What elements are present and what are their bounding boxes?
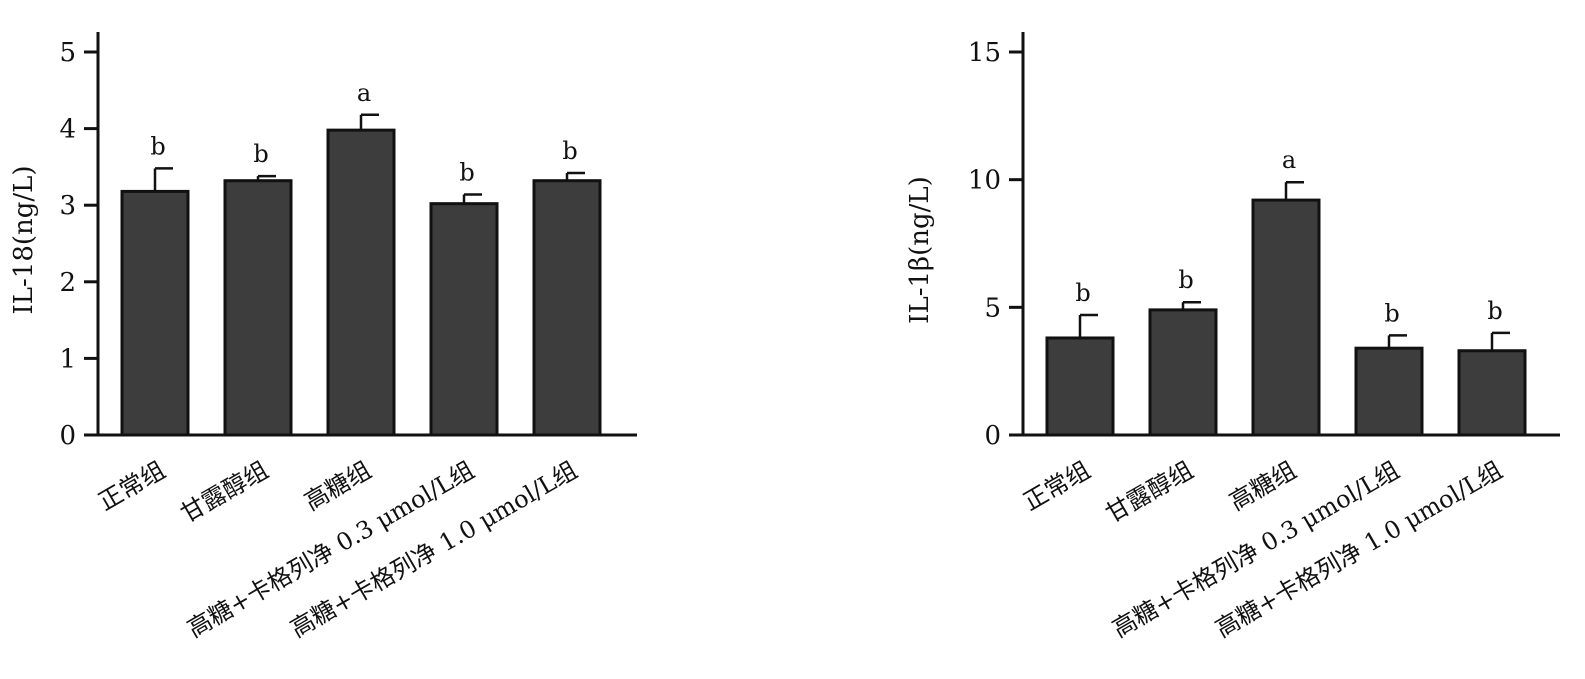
y-tick-label: 0 xyxy=(984,421,1001,451)
y-tick-label: 4 xyxy=(59,115,76,145)
bar xyxy=(1457,349,1527,437)
category-label: 甘露醇组 xyxy=(176,456,273,528)
bar xyxy=(1045,336,1115,437)
significance-label: b xyxy=(253,140,268,168)
category-label: 高糖组 xyxy=(1225,456,1301,516)
bar xyxy=(120,189,190,437)
significance-label: b xyxy=(1384,299,1399,327)
bar xyxy=(532,179,602,437)
category-label: 正常组 xyxy=(94,456,170,516)
y-axis-title: IL-1β(ng/L) xyxy=(905,176,935,324)
y-tick-label: 10 xyxy=(968,166,1001,196)
bar xyxy=(1354,346,1424,437)
y-tick-label: 0 xyxy=(59,421,76,451)
y-tick-label: 15 xyxy=(968,38,1001,68)
y-tick-label: 5 xyxy=(984,293,1001,323)
significance-label: a xyxy=(357,79,371,107)
significance-label: b xyxy=(1178,266,1193,294)
significance-label: b xyxy=(150,132,165,160)
significance-label: b xyxy=(1075,279,1090,307)
category-label: 甘露醇组 xyxy=(1101,456,1198,528)
category-label: 正常组 xyxy=(1019,456,1095,516)
bar xyxy=(1251,198,1321,437)
category-label: 高糖组 xyxy=(300,456,376,516)
significance-label: b xyxy=(1487,297,1502,325)
y-axis-title: IL-18(ng/L) xyxy=(9,165,39,314)
bar xyxy=(326,128,396,437)
y-tick-label: 5 xyxy=(59,38,76,68)
significance-label: a xyxy=(1282,146,1296,174)
bar xyxy=(429,202,499,437)
significance-label: b xyxy=(562,137,577,165)
y-tick-label: 3 xyxy=(59,191,76,221)
bar xyxy=(1148,308,1218,437)
bar xyxy=(223,179,293,437)
significance-label: b xyxy=(459,158,474,186)
y-tick-label: 2 xyxy=(59,268,76,298)
y-tick-label: 1 xyxy=(59,344,76,374)
